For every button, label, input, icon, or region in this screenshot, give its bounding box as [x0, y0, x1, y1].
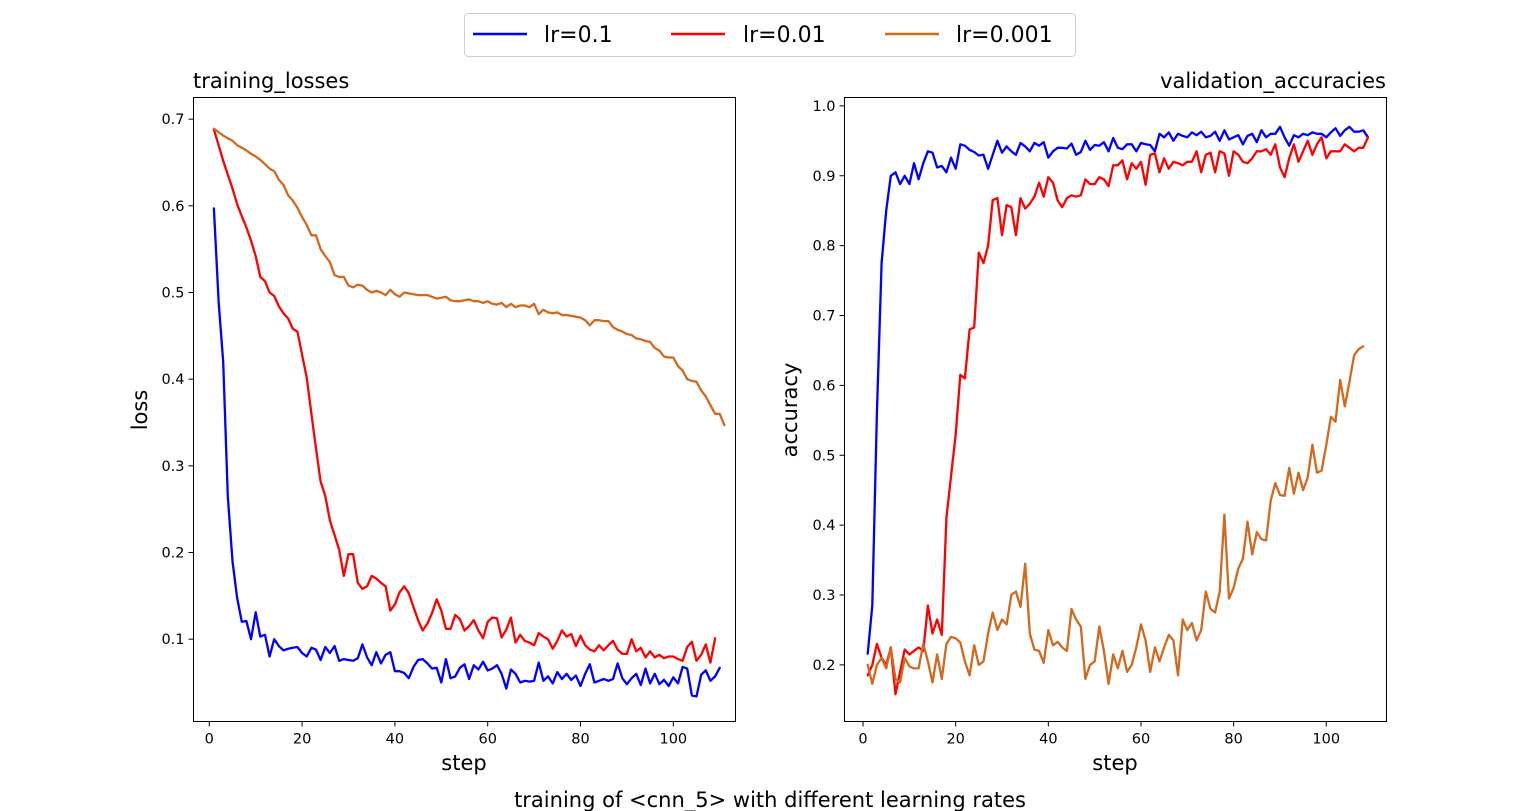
training-losses-x-tick-label: 100	[659, 732, 687, 748]
validation-accuracies-x-tick-label: 100	[1312, 732, 1340, 748]
validation-accuracies-x-tick-label: 40	[1039, 732, 1057, 748]
training-losses-x-tick-label: 0	[205, 732, 214, 748]
validation-accuracies-y-tick-label: 0.8	[812, 239, 835, 255]
training-losses-x-tick-label: 60	[478, 732, 496, 748]
training-losses-subplot: 0 20 40 60 80 100 0.1 0.2 0.3 0.4 0.5 0.6 0.7 train…	[128, 69, 736, 775]
validation-accuracies-x-label: step	[1092, 751, 1137, 775]
validation-accuracies-y-tick-label: 0.7	[812, 309, 835, 325]
training-losses-y-tick-label: 0.1	[161, 632, 184, 648]
training-losses-x-tick-label: 80	[571, 732, 589, 748]
training-losses-title: training_losses	[193, 69, 349, 94]
training-losses-series-lr-0-1	[212, 207, 721, 698]
validation-accuracies-series-lr-0-1	[866, 125, 1370, 655]
validation-accuracies-y-tick-label: 0.6	[812, 378, 835, 394]
training-losses-axes-frame	[193, 97, 736, 722]
validation-accuracies-y-tick-label: 0.3	[812, 588, 835, 604]
validation-accuracies-x-tick-label: 0	[858, 732, 867, 748]
validation-accuracies-axes-frame	[844, 97, 1387, 722]
legend: lr=0.1 lr=0.01 lr=0.001	[464, 13, 1076, 57]
training-losses-series-lr-0-001	[212, 127, 726, 427]
legend-frame	[464, 13, 1076, 57]
training-losses-y-tick-label: 0.3	[161, 459, 184, 475]
validation-accuracies-series-lr-0-01	[866, 136, 1370, 696]
validation-accuracies-x-tick-label: 60	[1132, 732, 1150, 748]
training-losses-x-tick-label: 40	[386, 732, 404, 748]
validation-accuracies-y-tick-label: 0.9	[812, 169, 835, 185]
validation-accuracies-y-tick-label: 0.2	[812, 658, 835, 674]
training-losses-series-lr-0-01	[212, 128, 717, 664]
validation-accuracies-y-tick-label: 1.0	[812, 99, 835, 115]
training-losses-x-ticks: 0 20 40 60 80 100	[205, 721, 687, 748]
validation-accuracies-plot-lines	[866, 125, 1370, 696]
legend-label-lr-0-001: lr=0.001	[956, 23, 1053, 48]
legend-entry-lr-0-001: lr=0.001	[885, 23, 1053, 48]
validation-accuracies-y-tick-label: 0.4	[812, 518, 835, 534]
validation-accuracies-y-label: accuracy	[778, 363, 802, 458]
validation-accuracies-x-tick-label: 80	[1224, 732, 1242, 748]
training-losses-y-ticks: 0.1 0.2 0.3 0.4 0.5 0.6 0.7	[161, 112, 194, 648]
training-losses-y-tick-label: 0.5	[161, 286, 184, 302]
legend-label-lr-0-01: lr=0.01	[743, 23, 826, 48]
training-losses-y-tick-label: 0.6	[161, 199, 184, 215]
validation-accuracies-x-ticks: 0 20 40 60 80 100	[858, 721, 1340, 748]
training-losses-x-tick-label: 20	[293, 732, 311, 748]
training-losses-x-label: step	[441, 751, 486, 775]
legend-label-lr-0-1: lr=0.1	[544, 23, 613, 48]
training-losses-y-label: loss	[128, 390, 152, 431]
training-losses-y-tick-label: 0.2	[161, 546, 184, 562]
validation-accuracies-subplot: 0 20 40 60 80 100 0.2 0.3 0.4 0.5 0.6 0.7 0.8 0.9 1.0…	[778, 69, 1387, 775]
validation-accuracies-y-ticks: 0.2 0.3 0.4 0.5 0.6 0.7 0.8 0.9 1.0	[812, 99, 845, 674]
validation-accuracies-x-tick-label: 20	[946, 732, 964, 748]
validation-accuracies-title: validation_accuracies	[1160, 69, 1386, 94]
validation-accuracies-series-lr-0-001	[866, 345, 1365, 685]
training-losses-y-tick-label: 0.7	[161, 112, 184, 128]
training-losses-plot-lines	[212, 127, 726, 698]
validation-accuracies-y-tick-label: 0.5	[812, 448, 835, 464]
figure-suptitle: training of <cnn_5> with different learn…	[514, 788, 1026, 811]
legend-entry-lr-0-1: lr=0.1	[473, 23, 613, 48]
training-losses-y-tick-label: 0.4	[161, 372, 184, 388]
legend-entry-lr-0-01: lr=0.01	[671, 23, 826, 48]
